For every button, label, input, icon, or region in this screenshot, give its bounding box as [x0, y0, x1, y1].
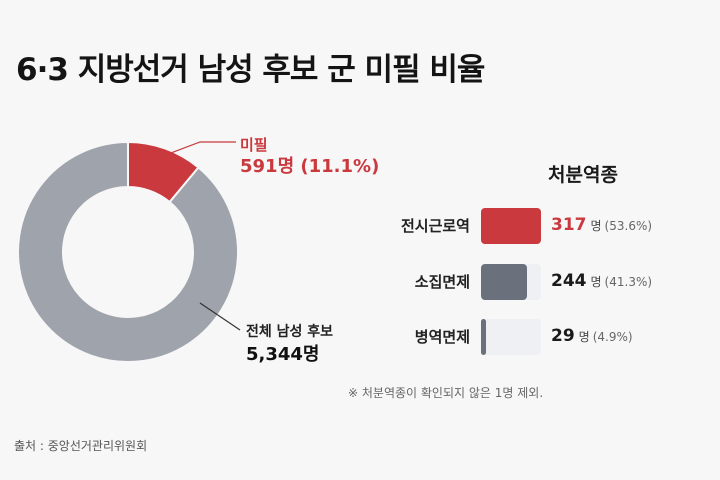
miphil-callout-value: 591명 (11.1%): [240, 156, 380, 177]
chart-title: 6·3 지방선거 남성 후보 군 미필 비율: [16, 52, 485, 88]
bar-value: 317 명 (53.6%): [551, 215, 652, 235]
donut-slice-rest: [17, 140, 239, 363]
bar-value: 29 명 (4.9%): [551, 326, 633, 346]
bar-value: 244 명 (41.3%): [551, 271, 652, 291]
bar-value-unit: 명: [590, 219, 602, 233]
bar-value-percent: (4.9%): [592, 330, 633, 344]
bar-chart-title: 처분역종: [548, 164, 618, 186]
donut-chart: [17, 140, 241, 363]
bar-sojip: [481, 264, 528, 300]
footnote: ※ 처분역종이 확인되지 않은 1명 제외.: [348, 386, 544, 400]
bar-track: [481, 208, 541, 244]
bar-value-number: 244: [551, 271, 587, 291]
bar-value-unit: 명: [578, 330, 590, 344]
bar-category-label: 소집면제: [414, 273, 470, 291]
bar-row: 병역면제 29 명 (4.9%): [0, 318, 720, 356]
miphil-leader-line: [162, 141, 236, 157]
total-leader-line: [199, 302, 241, 331]
total-callout-value: 5,344명: [246, 344, 320, 365]
bar-category-label: 전시근로역: [400, 217, 470, 235]
bar-value-percent: (53.6%): [604, 219, 653, 233]
bar-row: 전시근로역 317 명 (53.6%): [0, 207, 720, 245]
bar-value-number: 317: [551, 215, 587, 235]
bar-value-unit: 명: [590, 275, 602, 289]
bar-track: [481, 264, 541, 300]
source-credit: 출처 : 중앙선거관리위원회: [14, 439, 148, 453]
bar-row: 소집면제 244 명 (41.3%): [0, 263, 720, 301]
bar-byeongyeok: [481, 319, 487, 355]
bar-value-percent: (41.3%): [604, 275, 653, 289]
bar-track: [481, 319, 541, 355]
total-callout-label: 전체 남성 후보: [246, 324, 334, 340]
bar-category-label: 병역면제: [414, 328, 470, 346]
bar-jeonsi: [481, 208, 541, 244]
miphil-callout-label: 미필: [240, 136, 268, 154]
bar-value-number: 29: [551, 326, 575, 346]
